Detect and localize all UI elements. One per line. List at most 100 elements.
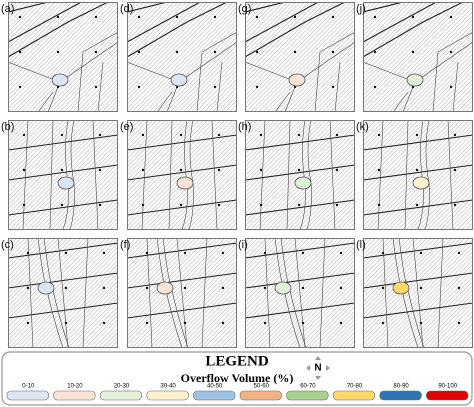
node: [339, 321, 343, 325]
road: [127, 164, 237, 181]
node: [419, 286, 423, 290]
road: [127, 272, 237, 289]
node: [56, 85, 60, 89]
node: [301, 321, 305, 325]
node: [60, 168, 64, 172]
road: [8, 2, 83, 43]
road: [245, 134, 355, 151]
map-panel: (j): [356, 2, 473, 112]
frame: [363, 120, 473, 230]
node: [297, 168, 301, 172]
node: [183, 251, 187, 255]
legend-items: 0-10 10-20 20-30 30-40 40-50 50-60 60-70 70-80 8…: [6, 384, 469, 401]
node: [183, 286, 187, 290]
node: [293, 15, 297, 19]
road: [245, 2, 320, 43]
node: [94, 15, 98, 19]
node: [339, 286, 343, 290]
map-area: [245, 120, 355, 230]
overflow-marker: [274, 281, 292, 295]
node: [175, 50, 179, 54]
road: [8, 134, 118, 151]
legend-swatch: [53, 390, 96, 401]
road: [437, 238, 444, 348]
node: [259, 133, 263, 137]
map-area: [245, 238, 355, 348]
map-panel: (a): [1, 2, 118, 112]
map-background: [245, 120, 355, 230]
map-panel: (f): [120, 238, 237, 348]
node: [18, 50, 22, 54]
node: [411, 15, 415, 19]
panel-label: (j): [356, 3, 366, 15]
node: [331, 85, 335, 89]
map-panel: (k): [356, 120, 473, 230]
node: [179, 168, 183, 172]
node: [255, 15, 259, 19]
map-area: [8, 238, 118, 348]
road: [82, 238, 89, 348]
legend-swatch: [6, 390, 49, 401]
node: [94, 50, 98, 54]
road: [146, 238, 153, 348]
node: [98, 133, 102, 137]
node: [453, 203, 457, 207]
panel-label: (k): [356, 121, 369, 133]
legend-swatch: [286, 390, 329, 401]
node: [381, 251, 385, 255]
road: [49, 120, 54, 230]
road: [363, 272, 473, 289]
node: [259, 168, 263, 172]
road: [432, 31, 473, 112]
node: [141, 133, 145, 137]
legend-item-label: 0-10: [22, 384, 35, 390]
node: [213, 15, 217, 19]
road: [201, 238, 208, 348]
frame: [8, 120, 118, 230]
panel-label: (d): [120, 3, 133, 15]
road: [245, 302, 355, 319]
node: [94, 85, 98, 89]
map-panel: (i): [238, 238, 355, 348]
overflow-marker: [170, 73, 188, 87]
road: [245, 242, 355, 259]
node: [175, 85, 179, 89]
overflow-marker: [57, 176, 75, 190]
node: [145, 286, 149, 290]
legend-item-label: 50-60: [254, 384, 270, 390]
node: [183, 321, 187, 325]
legend-item-label: 60-70: [300, 384, 316, 390]
road: [8, 61, 61, 83]
road: [259, 120, 266, 230]
legend-item-label: 80-90: [393, 384, 409, 390]
node: [221, 321, 225, 325]
panel-label: (e): [120, 121, 133, 133]
overflow-marker: [37, 281, 55, 295]
legend-item-label: 10-20: [67, 384, 83, 390]
road: [314, 31, 355, 112]
legend-swatch: [146, 390, 189, 401]
map-background: [8, 120, 118, 230]
legend: LEGEND Overflow Volume (%) N 0-10 10-20 20…: [1, 351, 473, 406]
legend-item-label: 70-80: [347, 384, 363, 390]
road: [97, 61, 104, 112]
overflow-marker: [288, 73, 306, 87]
panel-label: (i): [238, 239, 248, 251]
node: [18, 15, 22, 19]
road: [363, 242, 473, 259]
legend-swatch: [99, 390, 143, 401]
node: [449, 85, 453, 89]
frame: [8, 2, 118, 112]
road: [363, 164, 473, 181]
overflow-marker: [412, 176, 430, 190]
legend-swatch: [379, 390, 422, 401]
road: [141, 120, 148, 230]
road: [196, 31, 237, 112]
node: [56, 15, 60, 19]
road: [27, 238, 34, 348]
node: [102, 251, 106, 255]
node: [26, 251, 30, 255]
node: [263, 321, 267, 325]
road: [363, 2, 465, 58]
frame: [8, 238, 118, 348]
